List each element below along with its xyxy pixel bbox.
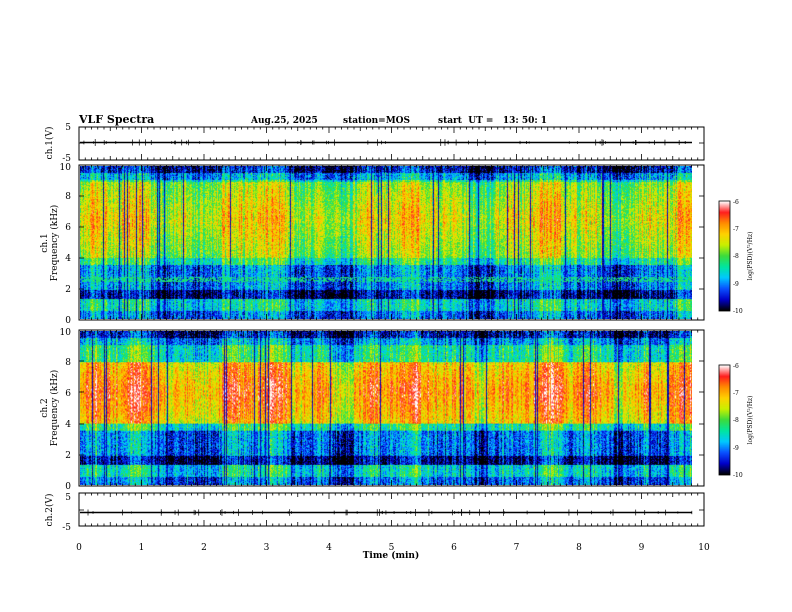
ch1-waveform-panel: 5 -5 ch.1(V) — [44, 123, 705, 164]
ch2-spectrogram-image — [80, 331, 692, 485]
x-tick-label-2: 2 — [201, 543, 207, 553]
ch1-colorbar-image — [719, 201, 730, 311]
ch2-spectrogram-panel: 0 2 4 6 8 10 ch.2 Frequency (kHz) — [40, 328, 705, 492]
x-tick-label-3: 3 — [264, 543, 270, 553]
ch2-cb-tick-m7: -7 — [733, 390, 739, 397]
x-tick-label-4: 4 — [326, 543, 332, 553]
ch1-spec-ytick-4: 4 — [65, 254, 71, 264]
ch2-waveform-spikes — [87, 509, 693, 516]
ch2-waveform-ticks — [78, 492, 705, 527]
ch1-spec-ytick-2: 2 — [65, 285, 71, 295]
ch1-cb-tick-m10: -10 — [733, 308, 743, 315]
ch2-spec-ylabel: Frequency (kHz) — [49, 370, 60, 447]
station-label: station=MOS — [343, 116, 410, 126]
ch1-spectrogram-ticks — [78, 164, 705, 321]
ch2-cb-tick-m6: -6 — [733, 363, 739, 370]
ch2-spectrogram-ticks — [78, 329, 705, 487]
ch1-waveform-spikes — [83, 139, 686, 146]
ch2-colorbar-frame — [718, 364, 731, 476]
ch2-wave-ylabel: ch.2(V) — [44, 494, 55, 527]
x-axis-label: Time (min) — [363, 550, 420, 561]
ch1-cb-tick-m8: -8 — [733, 253, 739, 260]
ch2-colorbar-image — [719, 365, 730, 475]
ch2-colorbar: -6 -7 -8 -9 -10 log(PSD)(V²/Hz) — [718, 363, 754, 479]
ch2-spec-channel-label: ch.2 — [40, 398, 50, 417]
ch2-spec-ytick-2: 2 — [65, 451, 71, 461]
x-tick-label-1: 1 — [139, 543, 145, 553]
x-tick-label-0: 0 — [76, 543, 82, 553]
ch2-cb-tick-m10: -10 — [733, 472, 743, 479]
ch2-spec-ytick-10: 10 — [60, 328, 72, 338]
ch1-spectrogram-image — [80, 166, 692, 319]
ch1-colorbar-frame — [718, 200, 731, 312]
ch1-cb-tick-m7: -7 — [733, 226, 739, 233]
x-tick-label-7: 7 — [514, 543, 520, 553]
ch1-waveform-ticks — [78, 126, 705, 161]
ch1-wave-ytick-bottom: -5 — [62, 154, 71, 164]
ch2-colorbar-label: log(PSD)(V²/Hz) — [747, 396, 754, 445]
ch1-cb-tick-m6: -6 — [733, 199, 739, 206]
x-tick-label-8: 8 — [576, 543, 582, 553]
ch1-spec-ytick-10: 10 — [60, 163, 72, 173]
ch2-cb-tick-m8: -8 — [733, 417, 739, 424]
ch1-spec-ytick-0: 0 — [65, 316, 71, 326]
chart-title: VLF Spectra — [78, 113, 154, 126]
ch1-cb-tick-m9: -9 — [733, 281, 739, 288]
ch1-colorbar: -6 -7 -8 -9 -10 log(PSD)(V²/Hz) — [718, 199, 754, 315]
ch2-wave-ytick-top: 5 — [65, 493, 71, 503]
ch2-spec-ytick-4: 4 — [65, 420, 71, 430]
ch1-spec-channel-label: ch.1 — [40, 233, 50, 252]
x-tick-label-5: 5 — [389, 543, 395, 553]
ch2-spec-ytick-6: 6 — [65, 389, 71, 399]
date-label: Aug.25, 2025 — [250, 116, 318, 126]
x-tick-label-10: 10 — [698, 543, 710, 553]
start-ut-label: start UT = 13: 50: 1 — [438, 116, 547, 126]
ch1-wave-ylabel: ch.1(V) — [44, 127, 55, 160]
x-tick-label-6: 6 — [451, 543, 457, 553]
ch2-spec-ytick-0: 0 — [65, 482, 71, 492]
ch1-spectrogram-panel: 0 2 4 6 8 10 ch.1 Frequency (kHz) — [40, 163, 705, 326]
ch1-wave-ytick-top: 5 — [65, 123, 71, 133]
ch2-cb-tick-m9: -9 — [733, 445, 739, 452]
x-axis-tick-labels: 0 1 2 3 4 5 6 7 8 9 10 — [76, 543, 710, 553]
ch2-wave-ytick-bottom: -5 — [62, 523, 71, 533]
ch1-spec-ytick-8: 8 — [65, 192, 71, 202]
ch2-waveform-panel: 5 -5 ch.2(V) — [44, 492, 705, 533]
ch1-spec-ytick-6: 6 — [65, 223, 71, 233]
ch2-spec-ytick-8: 8 — [65, 358, 71, 368]
x-tick-label-9: 9 — [639, 543, 645, 553]
ch1-spec-ylabel: Frequency (kHz) — [49, 205, 60, 282]
ch1-colorbar-label: log(PSD)(V²/Hz) — [747, 232, 754, 281]
